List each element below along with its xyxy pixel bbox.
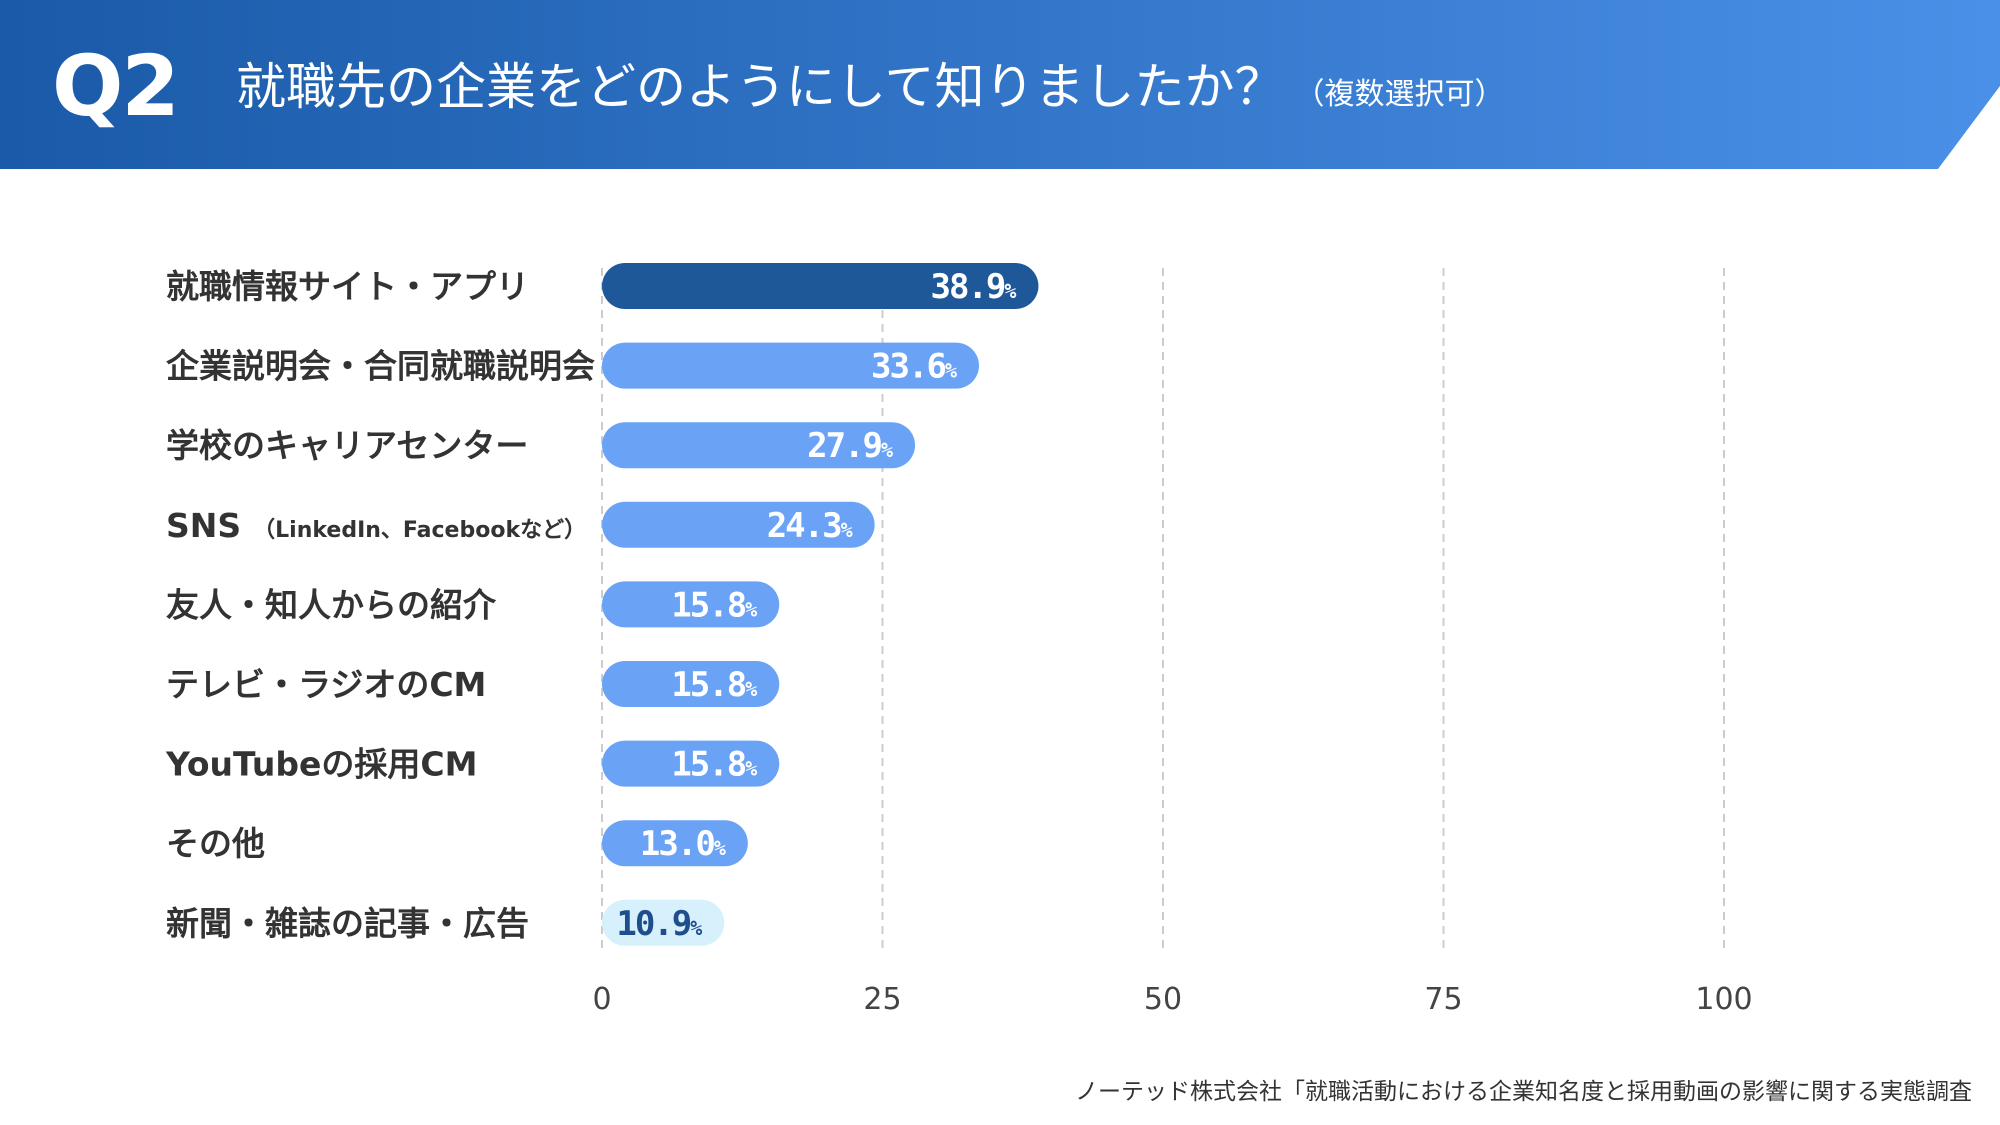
value-label: 15.8%	[671, 745, 757, 785]
x-tick-label: 50	[1144, 982, 1182, 1017]
value-label: 13.0%	[640, 824, 726, 864]
bar	[602, 342, 979, 389]
header-background	[0, 0, 2000, 169]
bar	[602, 899, 725, 946]
category-label: 企業説明会・合同就職説明会	[166, 347, 595, 386]
title-text: 就職先の企業をどのようにして知りましたか？	[236, 58, 1285, 116]
bar	[602, 820, 748, 867]
x-tick-label: 100	[1695, 982, 1752, 1017]
x-axis-ticks: 0 25 50 75 100	[592, 982, 1752, 1017]
value-label: 38.9%	[931, 267, 1017, 307]
value-label: 27.9%	[807, 426, 893, 466]
bar	[602, 661, 780, 707]
value-label: 33.6%	[871, 347, 957, 387]
source-note: ノーテッド株式会社「就職活動における企業知名度と採用動画の影響に関する実態調査	[1075, 1079, 1972, 1105]
bar	[602, 422, 916, 469]
x-tick-label: 75	[1424, 982, 1462, 1017]
category-label: 就職情報サイト・アプリ	[166, 267, 529, 306]
question-number: Q2	[52, 37, 180, 135]
bars: 38.9%33.6%27.9%24.3%15.8%15.8%15.8%13.0%…	[602, 263, 1039, 946]
bar	[602, 740, 780, 787]
value-label: 15.8%	[671, 665, 757, 705]
category-label: YouTubeの採用CM	[165, 745, 477, 784]
x-tick-label: 25	[863, 982, 901, 1017]
category-label: SNS （LinkedIn、Facebookなど）	[166, 506, 586, 545]
page-title: 就職先の企業をどのようにして知りましたか？ （複数選択可）	[236, 52, 1505, 130]
category-label: その他	[166, 824, 265, 863]
bar	[602, 581, 780, 628]
header-shape	[0, 0, 2000, 169]
value-label: 10.9%	[616, 904, 702, 944]
category-label: テレビ・ラジオのCM	[166, 665, 486, 704]
bar	[602, 501, 875, 548]
header-band	[0, 0, 2000, 169]
bar	[602, 263, 1039, 309]
category-label: 友人・知人からの紹介	[166, 585, 497, 624]
category-label: 学校のキャリアセンター	[166, 426, 528, 465]
title-note: （複数選択可）	[1294, 77, 1505, 112]
x-tick-label: 0	[592, 982, 611, 1017]
value-label: 24.3%	[767, 506, 853, 546]
category-label: 新聞・雑誌の記事・広告	[166, 904, 529, 943]
value-label: 15.8%	[671, 585, 757, 625]
